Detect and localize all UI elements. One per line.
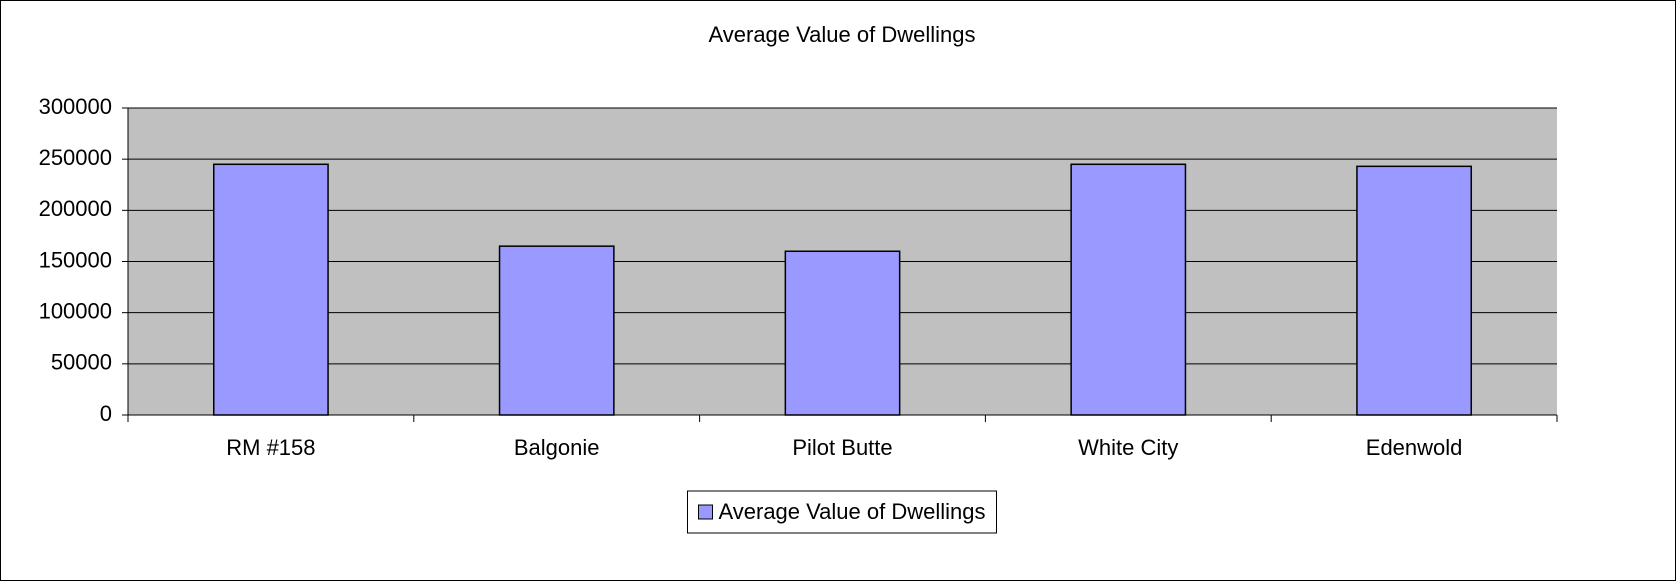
y-tick-label: 50000: [51, 350, 112, 375]
x-tick-label: White City: [1078, 435, 1178, 460]
bar: [1070, 163, 1187, 416]
y-tick-label: 100000: [39, 298, 112, 323]
y-tick-label: 300000: [39, 94, 112, 119]
x-tick-label: Pilot Butte: [792, 435, 892, 460]
bar: [1356, 165, 1473, 416]
bar: [498, 245, 615, 416]
x-tick-label: RM #158: [226, 435, 315, 460]
y-tick-label: 0: [100, 401, 112, 426]
y-tick-label: 150000: [39, 247, 112, 272]
bar: [212, 163, 329, 416]
legend-box: [686, 490, 998, 534]
x-tick-label: Edenwold: [1366, 435, 1463, 460]
y-tick-label: 200000: [39, 196, 112, 221]
legend-swatch: [697, 504, 713, 520]
bar: [784, 250, 901, 416]
x-tick-label: Balgonie: [514, 435, 600, 460]
y-tick-label: 250000: [39, 145, 112, 170]
legend-label: Average Value of Dwellings: [718, 499, 985, 524]
chart-title: Average Value of Dwellings: [708, 22, 975, 47]
